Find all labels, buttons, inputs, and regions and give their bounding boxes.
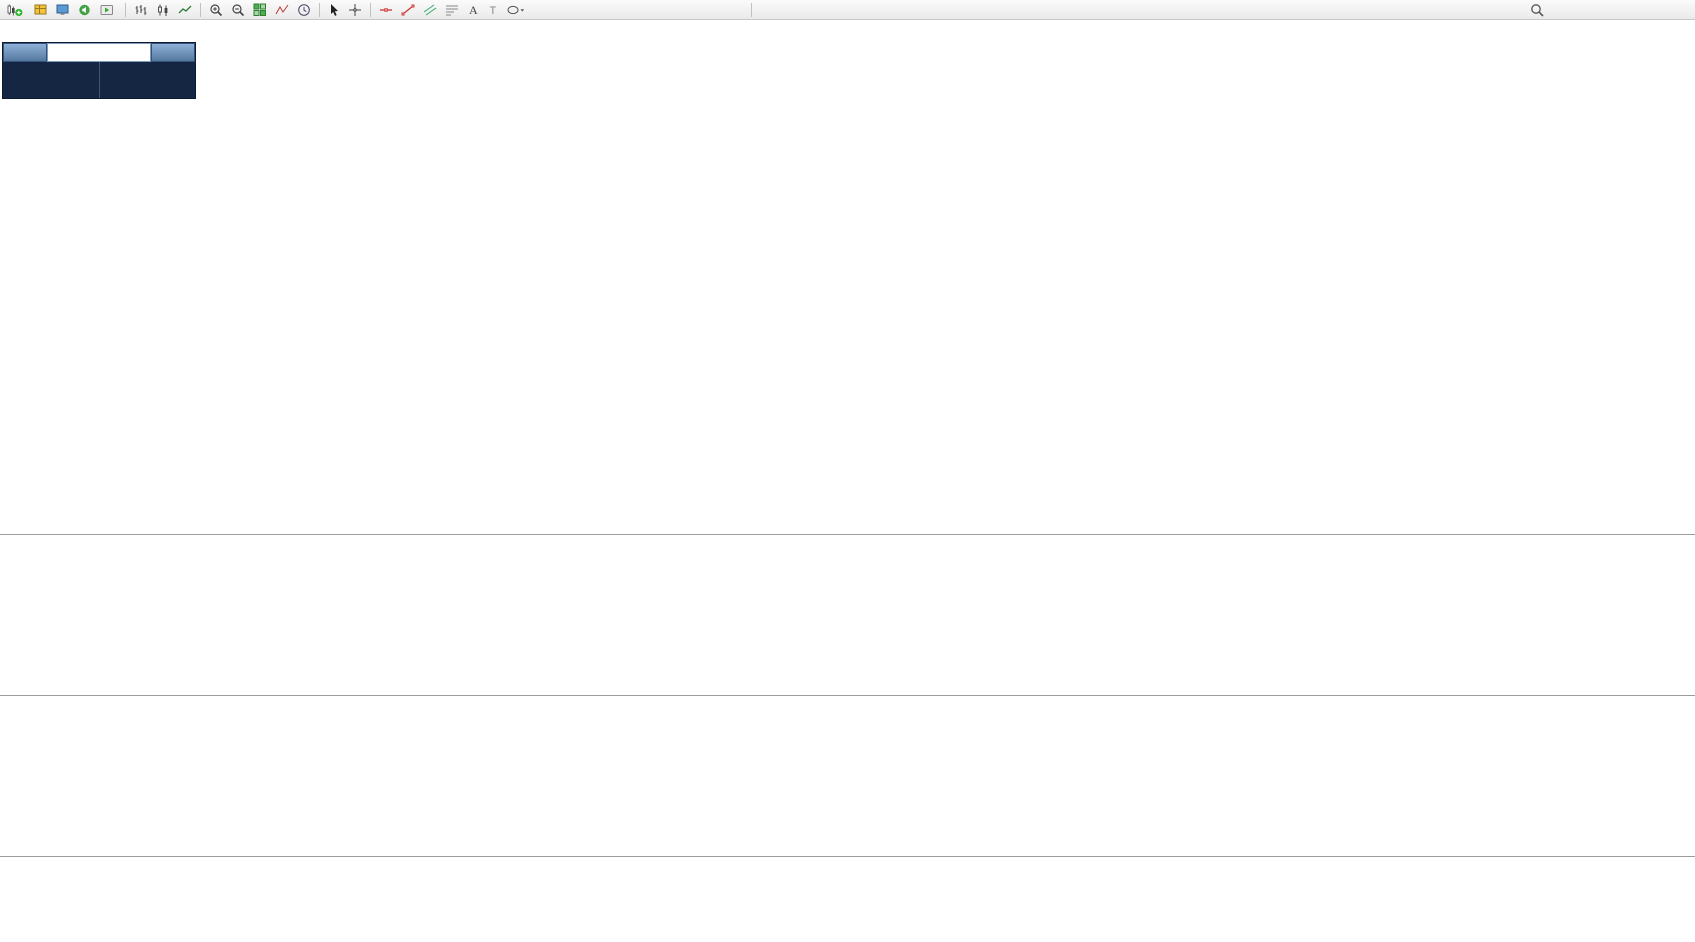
tile-windows-button[interactable] <box>250 1 270 19</box>
toolbar-separator <box>125 2 126 17</box>
sell-button[interactable] <box>3 43 47 62</box>
price-divider <box>98 62 100 98</box>
trendline-icon <box>401 3 415 17</box>
clock-button[interactable] <box>294 1 314 19</box>
one-click-trading-panel <box>2 42 196 99</box>
toolbar-separator <box>370 2 371 17</box>
search-icon <box>1530 3 1544 17</box>
toolbar-separator <box>200 2 201 17</box>
bars-chart-icon <box>134 3 148 17</box>
sound-button[interactable] <box>75 1 95 19</box>
label-tool-button[interactable]: T <box>484 1 502 19</box>
autotrade-button[interactable] <box>97 1 120 19</box>
text-tool-button[interactable]: A <box>464 1 482 19</box>
profiles-icon <box>56 3 70 17</box>
svg-text:A: A <box>469 3 478 16</box>
rsi-panel <box>0 697 1695 857</box>
toolbar-separator <box>319 2 320 17</box>
channel-icon <box>423 3 437 17</box>
buy-button[interactable] <box>151 43 195 62</box>
main-chart-svg[interactable] <box>0 20 1695 535</box>
fibonacci-icon <box>445 3 459 17</box>
zoom-out-button[interactable] <box>228 1 248 19</box>
bars-chart-button[interactable] <box>131 1 151 19</box>
new-order-icon <box>7 3 23 17</box>
search-button[interactable] <box>1527 1 1547 19</box>
volume-input[interactable] <box>47 43 151 62</box>
indicators-button[interactable] <box>272 1 292 19</box>
sell-price[interactable] <box>3 62 99 98</box>
macd-header <box>5 540 15 552</box>
toolbar-separator <box>751 2 752 17</box>
channel-tool-button[interactable] <box>420 1 440 19</box>
candles-chart-icon <box>156 3 170 17</box>
zoom-in-button[interactable] <box>206 1 226 19</box>
clock-icon <box>297 3 311 17</box>
styles-icon <box>34 3 48 17</box>
text-icon: A <box>467 3 479 16</box>
indicators-icon <box>275 3 289 17</box>
buy-price[interactable] <box>100 62 196 98</box>
line-chart-icon <box>178 3 192 17</box>
toolbar: A T <box>0 0 1695 20</box>
time-axis[interactable] <box>0 858 1695 876</box>
macd-panel <box>0 536 1695 696</box>
line-chart-button[interactable] <box>175 1 195 19</box>
hline-tool-button[interactable] <box>376 1 396 19</box>
sound-icon <box>78 3 92 17</box>
fibonacci-tool-button[interactable] <box>442 1 462 19</box>
crosshair-button[interactable] <box>345 1 365 19</box>
macd-svg[interactable] <box>0 536 1695 696</box>
shapes-icon <box>507 3 526 17</box>
trendline-tool-button[interactable] <box>398 1 418 19</box>
hline-icon <box>379 3 393 17</box>
chart-ohlc-info <box>5 27 30 39</box>
main-chart-panel <box>0 20 1695 535</box>
profiles-button[interactable] <box>53 1 73 19</box>
shapes-tool-button[interactable] <box>504 1 529 19</box>
toolbar-right-group <box>1527 1 1563 19</box>
rsi-header <box>5 701 10 713</box>
rsi-svg[interactable] <box>0 697 1695 857</box>
styles-button[interactable] <box>31 1 51 19</box>
zoom-in-icon <box>209 3 223 17</box>
svg-text:T: T <box>490 5 497 16</box>
autotrade-icon <box>100 3 114 17</box>
candles-chart-button[interactable] <box>153 1 173 19</box>
tile-windows-icon <box>253 3 267 17</box>
cursor-icon <box>328 3 340 17</box>
label-icon: T <box>487 3 499 16</box>
zoom-out-icon <box>231 3 245 17</box>
cursor-button[interactable] <box>325 1 343 19</box>
new-order-button[interactable] <box>4 1 29 19</box>
crosshair-icon <box>348 3 362 17</box>
